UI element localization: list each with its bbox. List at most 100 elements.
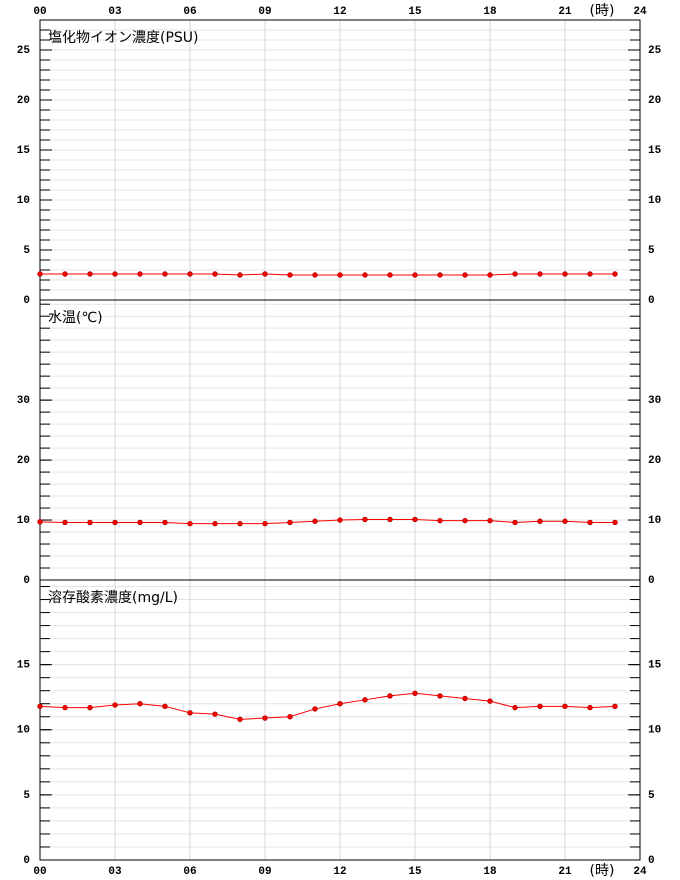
data-point — [287, 519, 293, 526]
data-point — [387, 693, 393, 699]
data-point — [587, 519, 593, 526]
y-tick-label: 30 — [17, 395, 30, 407]
y-tick-label: 5 — [648, 790, 655, 802]
x-tick-label: 00 — [33, 6, 46, 18]
data-point — [437, 693, 443, 699]
data-point — [612, 519, 618, 526]
y-tick-label: 5 — [648, 245, 655, 257]
data-point — [187, 520, 193, 527]
y-tick-label: 20 — [17, 455, 30, 467]
data-point — [212, 271, 218, 277]
x-tick-label: 06 — [183, 866, 196, 878]
y-tick-label: 30 — [648, 395, 661, 407]
y-tick-label: 0 — [23, 295, 30, 307]
data-point — [187, 710, 193, 716]
x-tick-label: 03 — [108, 866, 122, 878]
x-tick-label: 24 — [633, 6, 647, 18]
data-point — [137, 271, 143, 277]
panel-title: 水温(℃) — [48, 310, 103, 326]
data-point — [62, 519, 68, 526]
data-point — [312, 518, 318, 524]
x-tick-label: 09 — [258, 6, 271, 18]
x-tick-label: 00 — [33, 866, 46, 878]
data-point — [437, 272, 443, 278]
y-tick-label: 15 — [648, 660, 662, 672]
data-point — [337, 517, 343, 523]
data-point — [487, 698, 493, 704]
y-tick-label: 25 — [648, 45, 662, 57]
y-tick-label: 5 — [23, 790, 30, 802]
data-point — [587, 704, 593, 711]
data-point — [587, 271, 593, 277]
data-line — [39, 692, 616, 720]
x-tick-label: 12 — [333, 6, 346, 18]
data-point — [112, 271, 118, 277]
x-tick-label: 21 — [558, 866, 572, 878]
x-tick-label: 21 — [558, 6, 572, 18]
y-tick-label: 0 — [23, 855, 30, 867]
data-point — [362, 697, 368, 703]
data-point — [212, 520, 218, 527]
x-axis-unit: (時) — [590, 863, 615, 879]
x-tick-label: 24 — [633, 866, 647, 878]
data-point — [387, 516, 393, 523]
data-point — [462, 695, 468, 702]
data-point — [412, 516, 418, 523]
data-point — [562, 271, 568, 277]
data-point — [437, 517, 443, 524]
data-point — [112, 702, 118, 708]
data-point — [87, 271, 93, 277]
data-point — [137, 519, 143, 526]
data-point — [287, 714, 293, 720]
data-point — [612, 703, 618, 710]
y-tick-label: 0 — [648, 575, 655, 587]
data-point — [237, 520, 243, 527]
data-point — [87, 704, 93, 711]
y-tick-label: 15 — [17, 145, 31, 157]
y-tick-label: 10 — [17, 515, 30, 527]
data-point — [412, 690, 418, 697]
data-point — [562, 518, 568, 524]
y-tick-label: 15 — [648, 145, 662, 157]
y-tick-label: 20 — [17, 95, 30, 107]
y-tick-label: 25 — [17, 45, 31, 57]
data-point — [537, 703, 543, 710]
y-tick-label: 10 — [648, 725, 661, 737]
data-point — [537, 271, 543, 277]
data-point — [37, 703, 43, 710]
y-tick-label: 5 — [23, 245, 30, 257]
x-axis-unit: (時) — [590, 3, 615, 19]
y-tick-label: 20 — [648, 455, 661, 467]
y-tick-label: 0 — [648, 855, 655, 867]
data-point — [262, 520, 268, 527]
data-point — [237, 272, 243, 278]
y-tick-label: 10 — [648, 515, 661, 527]
data-point — [212, 711, 218, 717]
x-tick-label: 15 — [408, 866, 422, 878]
data-point — [487, 517, 493, 524]
data-point — [287, 272, 293, 278]
x-tick-label: 18 — [483, 6, 497, 18]
data-point — [462, 517, 468, 524]
data-point — [237, 716, 243, 723]
data-point — [362, 272, 368, 278]
data-line — [39, 518, 615, 525]
data-point — [37, 271, 43, 277]
y-tick-label: 20 — [648, 95, 661, 107]
x-tick-label: 12 — [333, 866, 346, 878]
data-point — [462, 272, 468, 278]
y-tick-label: 10 — [17, 725, 30, 737]
data-point — [487, 272, 493, 278]
data-point — [112, 519, 118, 526]
data-point — [387, 272, 393, 278]
data-point — [262, 715, 268, 721]
x-tick-label: 09 — [258, 866, 271, 878]
x-tick-label: 18 — [483, 866, 497, 878]
data-point — [512, 704, 518, 711]
data-point — [137, 701, 143, 707]
x-tick-label: 06 — [183, 6, 196, 18]
data-point — [162, 271, 168, 277]
data-point — [512, 271, 518, 277]
